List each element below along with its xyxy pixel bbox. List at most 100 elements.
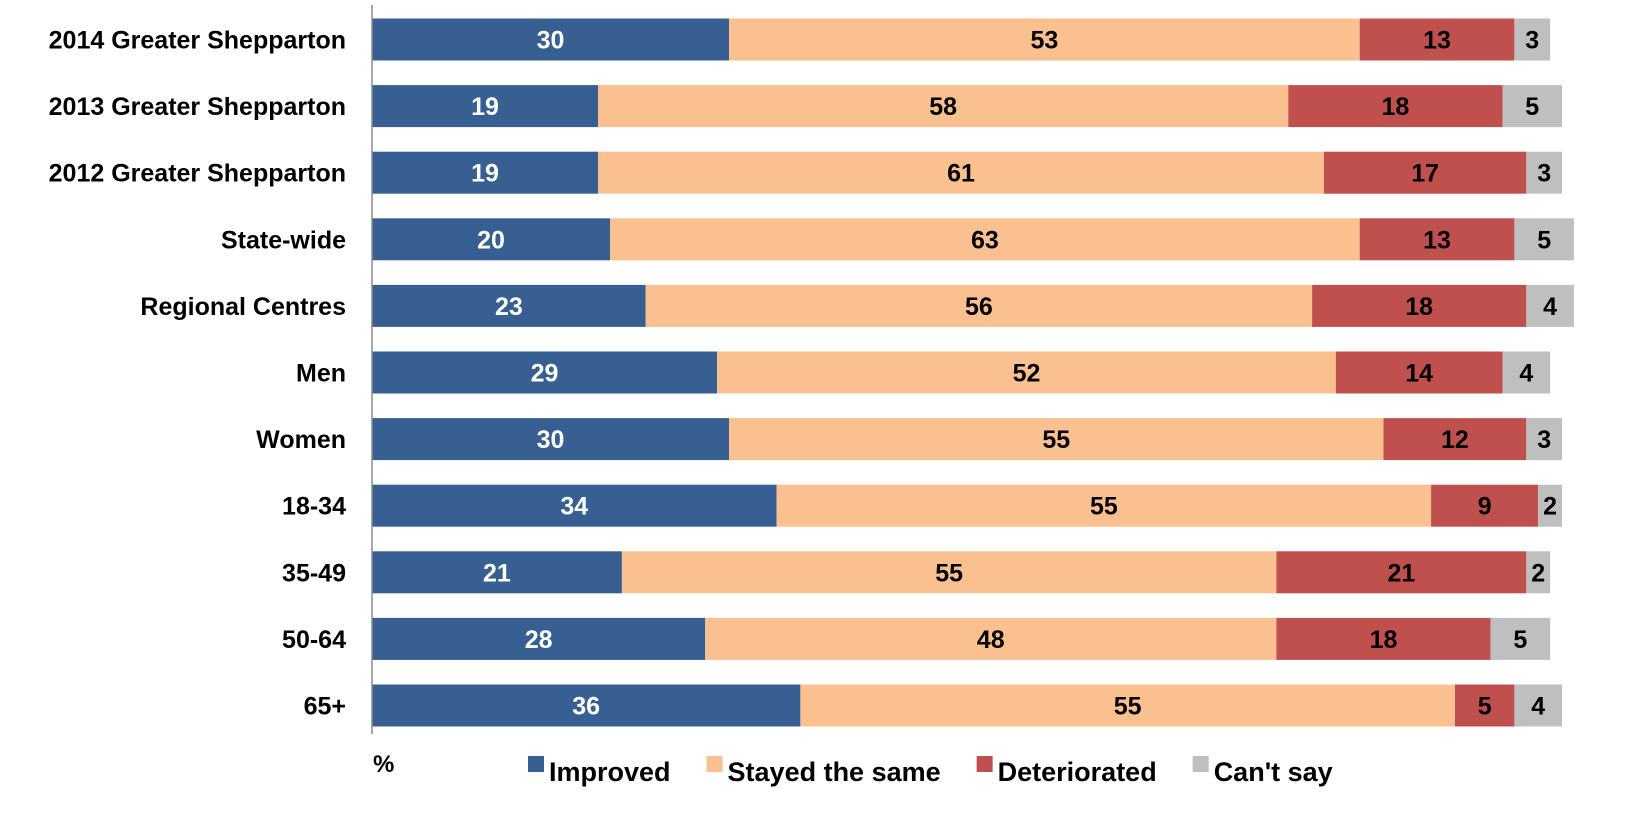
data-label: 13 (1423, 226, 1451, 254)
data-label: 2 (1531, 559, 1545, 587)
category-label: 65+ (304, 693, 346, 721)
bar-segment (372, 85, 599, 128)
data-label: 48 (977, 626, 1005, 654)
bar-segment (372, 284, 646, 327)
unit-label: % (373, 751, 394, 778)
legend-label: Stayed the same (728, 757, 941, 787)
category-label: 2012 Greater Shepparton (49, 160, 346, 188)
data-label: 36 (572, 693, 600, 721)
data-label: 17 (1411, 160, 1439, 188)
data-label: 34 (560, 493, 588, 521)
category-label: Men (296, 360, 346, 388)
data-label: 4 (1531, 693, 1545, 721)
bar-segment (372, 617, 706, 660)
bar-segment (1276, 617, 1491, 660)
bar-segment (705, 617, 1277, 660)
bar-segment (610, 218, 1360, 261)
bar-segment (372, 418, 729, 461)
bar-segment (598, 151, 1324, 194)
legend: Improved Stayed the same Deteriorated Can't… (528, 756, 1333, 787)
data-label: 14 (1405, 360, 1433, 388)
bars-group: 30 53 13 319 58 18 519 61 17 320 63 13 523 56 18 429 52 1… (372, 18, 1574, 727)
category-label: 50-64 (282, 626, 346, 654)
bar-segment (1526, 151, 1562, 194)
data-label: 5 (1513, 626, 1527, 654)
bar-segment (729, 418, 1384, 461)
legend-label: Deteriorated (998, 757, 1157, 787)
data-label: 12 (1441, 426, 1469, 454)
category-label: State-wide (221, 226, 346, 254)
data-label: 52 (1013, 360, 1041, 388)
category-labels-group: 2014 Greater Shepparton 2013 Greater Shep… (49, 27, 346, 721)
bar-segment (1335, 351, 1503, 394)
bar-segment (776, 484, 1432, 527)
data-label: 21 (1387, 559, 1415, 587)
bar-segment (1454, 684, 1515, 727)
data-label: 61 (947, 160, 975, 188)
data-label: 5 (1478, 693, 1492, 721)
data-label: 20 (477, 226, 505, 254)
bar-segment (372, 484, 777, 527)
bar-segment (1526, 418, 1562, 461)
data-label: 3 (1537, 160, 1551, 188)
data-label: 18 (1370, 626, 1398, 654)
bar-segment (1383, 418, 1527, 461)
data-label: 53 (1030, 27, 1058, 55)
legend-swatch (976, 756, 993, 772)
data-label: 4 (1519, 360, 1533, 388)
bar-segment (1431, 484, 1539, 527)
data-label: 23 (495, 293, 523, 321)
bar-segment (1502, 85, 1562, 128)
category-label: 2014 Greater Shepparton (49, 27, 346, 55)
data-label: 5 (1537, 226, 1551, 254)
category-label: Women (256, 426, 346, 454)
bar-segment (1502, 351, 1551, 394)
bar-segment (1276, 551, 1527, 594)
data-label: 30 (537, 426, 565, 454)
data-label: 55 (1042, 426, 1070, 454)
bar-segment (621, 551, 1277, 594)
bar-segment (1288, 85, 1503, 128)
category-label: 35-49 (282, 559, 346, 587)
data-label: 18 (1381, 93, 1409, 121)
category-label: Regional Centres (140, 293, 346, 321)
data-label: 28 (525, 626, 553, 654)
bar-segment (372, 351, 718, 394)
bar-segment (645, 284, 1313, 327)
data-label: 9 (1478, 493, 1492, 521)
data-label: 63 (971, 226, 999, 254)
data-label: 21 (483, 559, 511, 587)
bar-segment (1312, 284, 1527, 327)
data-label: 19 (471, 160, 499, 188)
legend-swatch (1192, 756, 1209, 772)
bar-segment (372, 551, 622, 594)
data-label: 3 (1525, 27, 1539, 55)
bar-segment (1359, 218, 1515, 261)
bar-segment (1526, 551, 1551, 594)
data-label: 4 (1543, 293, 1557, 321)
data-label: 29 (531, 360, 559, 388)
category-label: 2013 Greater Shepparton (49, 93, 346, 121)
data-label: 13 (1423, 27, 1451, 55)
data-label: 55 (1114, 693, 1142, 721)
data-label: 19 (471, 93, 499, 121)
legend-label: Can't say (1214, 757, 1333, 787)
legend-label: Improved (549, 757, 671, 787)
bar-segment (1538, 484, 1562, 527)
bar-segment (729, 18, 1360, 61)
data-label: 56 (965, 293, 993, 321)
data-label: 55 (1090, 493, 1118, 521)
data-label: 30 (537, 27, 565, 55)
bar-segment (1490, 617, 1551, 660)
bar-segment (1514, 218, 1574, 261)
bar-segment (1514, 684, 1562, 727)
data-label: 3 (1537, 426, 1551, 454)
bar-segment (1514, 18, 1551, 61)
data-label: 2 (1543, 493, 1557, 521)
legend-swatch (706, 756, 723, 772)
bar-segment (1359, 18, 1515, 61)
bar-segment (800, 684, 1455, 727)
data-label: 18 (1405, 293, 1433, 321)
legend-swatch (528, 756, 544, 772)
